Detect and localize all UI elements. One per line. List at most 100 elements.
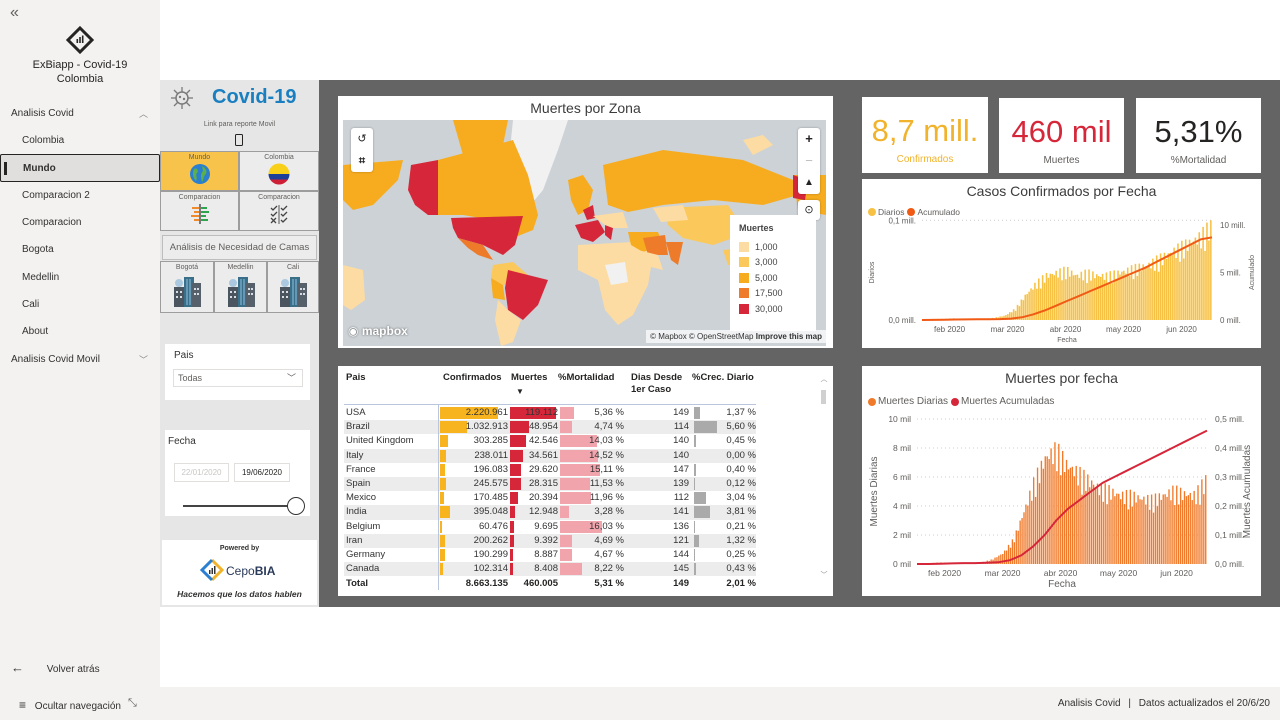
- colombia-page-button[interactable]: Colombia: [239, 151, 319, 191]
- scroll-thumb[interactable]: [821, 390, 826, 404]
- table-row[interactable]: United Kingdom 303.285 42.546 14,03 % 140 0,4…: [344, 434, 756, 448]
- header-crec[interactable]: %Crec. Diario: [692, 372, 754, 383]
- status-separator: |: [1128, 698, 1132, 709]
- daily-bar: [1031, 500, 1033, 564]
- region-scandinavia: [568, 175, 593, 215]
- back-button[interactable]: ← Volver atrás: [11, 660, 100, 675]
- nav-item-cali[interactable]: Cali: [22, 299, 40, 310]
- table-row[interactable]: Spain 245.575 28.315 11,53 % 139 0,12 %: [344, 477, 756, 492]
- comparacion-page-button[interactable]: Comparacion: [160, 191, 239, 231]
- table-scrollbar[interactable]: ︿ ﹀: [820, 374, 828, 579]
- world-map[interactable]: ↺ ⌗ + − ▲ ⊙ Muertes 1,000 3,000 5,000 17…: [343, 120, 826, 346]
- globe-icon: [189, 164, 210, 184]
- nav-item-colombia[interactable]: Colombia: [22, 135, 65, 146]
- daily-bar: [1196, 244, 1199, 320]
- table-row[interactable]: Mexico 170.485 20.394 11,96 % 112 3,04 %: [344, 491, 756, 505]
- zoom-out-icon[interactable]: −: [805, 153, 813, 168]
- nav-item-comparacion[interactable]: Comparacion: [22, 217, 82, 228]
- zoom-in-icon[interactable]: +: [805, 131, 813, 146]
- start-date-input[interactable]: 22/01/2020: [174, 463, 229, 482]
- cell-muertes-bar: [510, 520, 514, 533]
- cell-muertes: 34.561: [528, 449, 558, 461]
- nav-item-about[interactable]: About: [22, 326, 49, 337]
- cell-confirmados: 102.314: [473, 563, 508, 575]
- daily-bar: [1043, 282, 1046, 320]
- header-confirmados[interactable]: Confirmados: [443, 372, 502, 383]
- region-central-asia: [653, 205, 688, 222]
- chart-plot[interactable]: 0,0 mill. 0,1 mill. 0 mill. 5 mill. 10 mill.…: [862, 179, 1261, 348]
- chart-legend: Diarios Acumulado: [868, 207, 963, 217]
- daily-bar: [1024, 294, 1027, 320]
- legend-item[interactable]: Diarios: [868, 207, 904, 217]
- cell-mortalidad: 14,52 %: [589, 449, 624, 461]
- header-pais[interactable]: Pais: [346, 372, 366, 383]
- total-label: Total: [346, 578, 368, 589]
- double-chevron-left-icon[interactable]: «: [10, 4, 19, 21]
- table-row[interactable]: Belgium 60.476 9.695 16,03 % 136 0,21 %: [344, 520, 756, 534]
- kpi-label: %Mortalidad: [1170, 155, 1227, 166]
- daily-bar: [1164, 494, 1166, 564]
- legend-item[interactable]: Muertes Diarias: [868, 396, 948, 407]
- daily-bar: [1094, 278, 1096, 320]
- table-row[interactable]: Canada 102.314 8.408 8,22 % 145 0,43 %: [344, 562, 756, 577]
- table-row[interactable]: Germany 190.299 8.887 4,67 % 144 0,25 %: [344, 548, 756, 562]
- chart-plot[interactable]: 0 mil 2 mil 4 mil 6 mil 8 mil 10 mil 0,0 mill.…: [862, 366, 1261, 596]
- medellin-camas-button[interactable]: Medellin: [214, 261, 267, 313]
- bogota-camas-button[interactable]: Bogotá: [160, 261, 214, 313]
- table-row[interactable]: Italy 238.011 34.561 14,52 % 140 0,00 %: [344, 448, 756, 463]
- nav-section-analisis-covid-movil[interactable]: Analisis Covid Movil ﹀: [0, 349, 160, 371]
- legend-item[interactable]: Acumulado: [907, 207, 960, 217]
- daily-bar: [1143, 496, 1145, 564]
- cell-dias: 140: [673, 449, 689, 461]
- date-slider-handle[interactable]: [287, 497, 305, 515]
- scroll-up-icon[interactable]: ︿: [820, 376, 828, 383]
- header-muertes[interactable]: Muertes: [511, 372, 548, 383]
- cali-camas-button[interactable]: Cali: [267, 261, 319, 313]
- daily-bar: [1175, 258, 1177, 320]
- daily-bar: [1058, 443, 1060, 564]
- legend-item[interactable]: Muertes Acumuladas: [951, 396, 1054, 407]
- cell-mortalidad: 11,53 %: [589, 478, 624, 489]
- mobile-phone-icon[interactable]: [235, 134, 243, 146]
- nav-item-mundo[interactable]: Mundo: [0, 154, 160, 182]
- header-dias[interactable]: Dias Desde 1er Caso: [631, 372, 683, 395]
- daily-bar: [1000, 554, 1002, 564]
- daily-bar: [1121, 271, 1123, 320]
- table-row[interactable]: France 196.083 29.620 15,11 % 147 0,40 %: [344, 463, 756, 477]
- colombia-flag-icon: [268, 163, 290, 185]
- collapse-arrows-icon[interactable]: ⤡: [128, 697, 137, 709]
- table-row[interactable]: USA 2.220.961 119.112 5,36 % 149 1,37 %: [344, 406, 756, 420]
- daily-bar: [1065, 279, 1067, 320]
- table-row[interactable]: India 395.048 12.948 3,28 % 141 3,81 %: [344, 505, 756, 520]
- daily-bar: [1032, 289, 1034, 320]
- nav-section-analisis-covid[interactable]: Analisis Covid ︿: [0, 103, 160, 125]
- pais-slicer: Pais Todas ﹀: [165, 344, 310, 400]
- pais-dropdown[interactable]: Todas ﹀: [173, 369, 303, 387]
- improve-map-link[interactable]: Improve this map: [755, 332, 822, 341]
- legend-item: 1,000: [739, 239, 816, 255]
- mapbox-logo[interactable]: ◉ mapbox: [348, 324, 408, 338]
- header-mortalidad[interactable]: %Mortalidad: [558, 372, 615, 383]
- daily-bar: [1094, 487, 1097, 564]
- nav-item-comparacion-2[interactable]: Comparacion 2: [22, 190, 90, 201]
- camas-analysis-button[interactable]: Análisis de Necesidad de Camas: [162, 235, 317, 260]
- date-slider-track[interactable]: [183, 505, 291, 507]
- daily-bar: [1019, 520, 1021, 564]
- cell-muertes-bar: [510, 534, 514, 547]
- rect-select-icon[interactable]: ⌗: [358, 155, 366, 167]
- scroll-down-icon[interactable]: ﹀: [820, 572, 828, 579]
- table-row[interactable]: Iran 200.262 9.392 4,69 % 121 1,32 %: [344, 533, 756, 548]
- end-date-input[interactable]: 19/06/2020: [234, 463, 290, 482]
- comparacion-2-page-button[interactable]: Comparacion: [239, 191, 319, 231]
- nav-item-medellin[interactable]: Medellin: [22, 272, 60, 283]
- nav-item-bogota[interactable]: Bogota: [22, 244, 54, 255]
- lasso-select-icon[interactable]: ↺: [357, 133, 367, 145]
- compass-icon[interactable]: ▲: [804, 177, 814, 188]
- mundo-page-button[interactable]: Mundo: [160, 151, 239, 191]
- daily-bar: [1088, 269, 1090, 320]
- hide-navigation-button[interactable]: ≡ Ocultar navegación: [19, 698, 121, 712]
- table-row[interactable]: Brazil 1.032.913 48.954 4,74 % 114 5,60 %: [344, 420, 756, 435]
- daily-bar: [1060, 475, 1062, 564]
- attribution-text[interactable]: © Mapbox © OpenStreetMap: [650, 332, 754, 341]
- daily-bar: [1044, 456, 1046, 564]
